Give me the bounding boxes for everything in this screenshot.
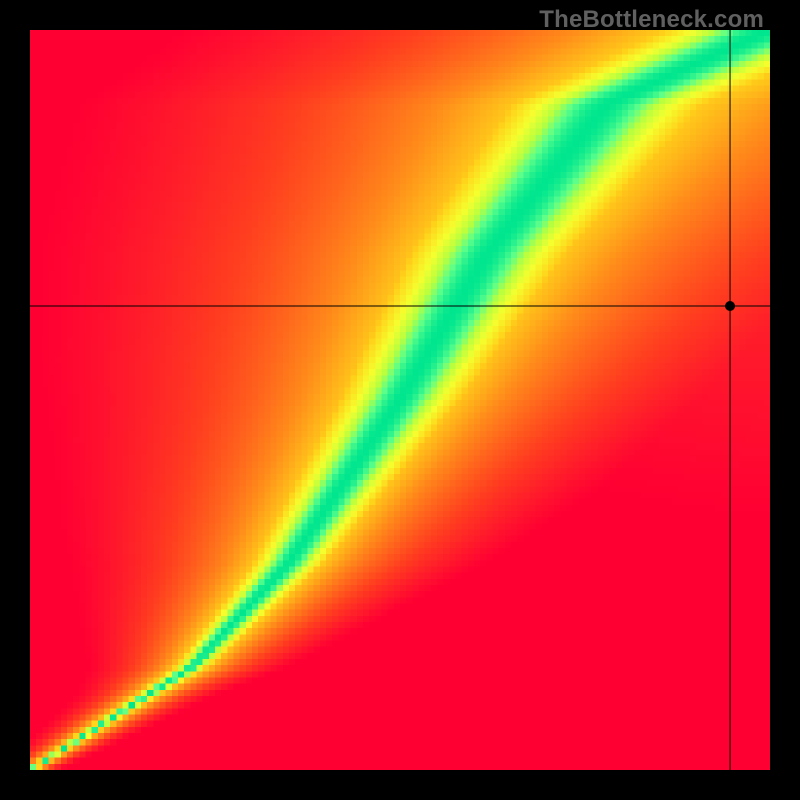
watermark-text: TheBottleneck.com (539, 6, 764, 34)
heatmap-plot-area (30, 30, 770, 770)
heatmap-canvas (30, 30, 770, 770)
